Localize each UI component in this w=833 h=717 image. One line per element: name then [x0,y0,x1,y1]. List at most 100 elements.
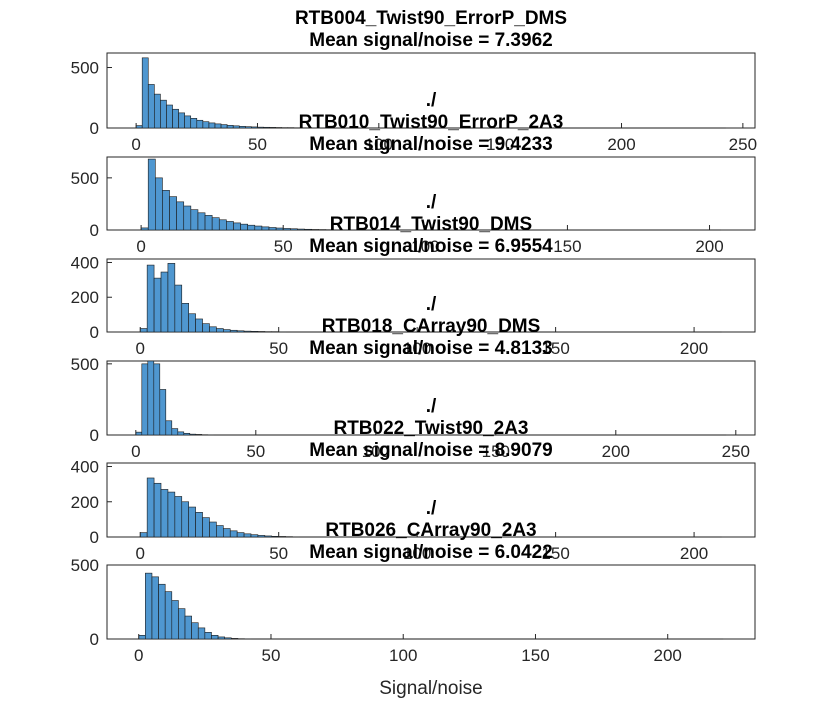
axes-3 [106,258,756,333]
x-tick-label: 200 [602,442,630,461]
histogram-bar [195,512,203,538]
histogram-bar [166,104,173,129]
x-tick-label: 50 [246,442,265,461]
histogram-bar [184,115,192,129]
histogram-bar [141,363,149,436]
histogram-bar [271,535,279,538]
panel-title-line: ./ [426,498,437,519]
x-tick-label: 100 [389,646,417,665]
histogram-bar [226,125,234,129]
x-tick-label: 200 [680,544,708,563]
histogram-bar [183,432,191,436]
x-tick-label: 150 [553,237,581,256]
x-tick-label: 150 [486,135,514,154]
histogram-bar [216,328,224,333]
histogram-bar [278,536,286,538]
histogram-bar [263,126,270,129]
histogram-bar [202,323,210,333]
histogram-bar [145,572,153,640]
histogram-bar [236,330,245,333]
histogram-bar [181,501,189,538]
panel-title-line: RTB004_Twist90_ErrorP_DMS [295,8,567,29]
histogram-bar [171,600,179,640]
axes-5 [106,462,756,538]
histogram-bar [183,205,192,231]
x-tick-label: 50 [248,135,267,154]
histogram-bar [268,227,277,231]
axes-frame [106,156,756,231]
x-tick-label: 250 [729,135,757,154]
histogram-bar [243,533,252,538]
histogram-bar [135,431,143,436]
histogram-bar [216,525,224,538]
histogram-bar [153,363,161,436]
histogram-bar [160,489,169,538]
bars-layer [106,52,756,640]
x-tick-label: 50 [262,646,281,665]
panel-title-line: ./ [426,294,437,315]
histogram-bar [155,177,163,231]
panel-title-line: RTB018_CArray90_DMS [322,316,541,337]
histogram-bar [160,99,167,129]
histogram-bar [247,224,256,231]
histogram-bar [171,428,179,436]
y-tick-label: 200 [71,288,99,307]
histogram-bar [164,591,173,640]
histogram-bar [208,122,216,129]
panel-title-line: RTB010_Twist90_ErrorP_2A3 [299,112,564,133]
histogram-bar [138,634,146,640]
histogram-bar [211,217,220,231]
histogram-bar [139,328,148,333]
x-tick-label: 150 [541,544,569,563]
histogram-bar [197,212,206,231]
panel-title-line: Mean signal/noise = 4.8133 [309,338,552,359]
histogram-bar [195,318,203,333]
y-tick-label: 500 [71,355,99,374]
histogram-bar [146,477,155,538]
histogram-bar [257,331,266,333]
histogram-bar [232,125,240,129]
panel-title-line: ./ [426,396,437,417]
histogram-bar [204,215,213,231]
histogram-bar [190,209,199,231]
x-tick-label: 0 [135,339,144,358]
x-tick-label: 150 [521,646,549,665]
titles-layer: RTB004_Twist90_ErrorP_DMS Mean signal/noi… [295,8,567,563]
histogram-bar [209,326,217,333]
histogram-bar [165,420,173,436]
histogram-bar [190,118,198,129]
histogram-bar [162,190,170,231]
histogram-bar [140,227,149,231]
histogram-bar [229,329,238,333]
histogram-bar [178,112,185,129]
histogram-bar [159,389,167,436]
x-axis-label: Signal/noise [379,678,483,699]
axes-1 [106,52,756,129]
x-tick-label: 100 [411,237,439,256]
x-tick-label: 50 [274,237,293,256]
histogram-bar [160,271,169,333]
histogram-bar [176,201,185,231]
panel-title-line: ./ [426,90,437,111]
x-tick-label: 0 [131,135,140,154]
y-tick-label: 500 [71,59,99,78]
x-tick-label: 200 [695,237,723,256]
axes-frame [106,52,756,129]
histogram-bar [282,228,291,231]
histogram-bar [147,158,156,231]
x-tick-label: 250 [722,442,750,461]
y-tick-label: 0 [90,221,99,240]
histogram-bar [269,127,276,129]
x-tick-label: 0 [135,544,144,563]
histogram-bar [264,535,273,538]
histogram-bar [154,93,161,129]
histogram-bar [174,496,183,538]
histogram-bar [153,277,162,333]
panel-title-line: RTB026_CArray90_2A3 [325,520,536,541]
histogram-bar [297,228,305,231]
histogram-bar [250,534,259,538]
histogram-bar [196,119,204,129]
histogram-bar [191,622,199,640]
histogram-bar [224,637,232,640]
